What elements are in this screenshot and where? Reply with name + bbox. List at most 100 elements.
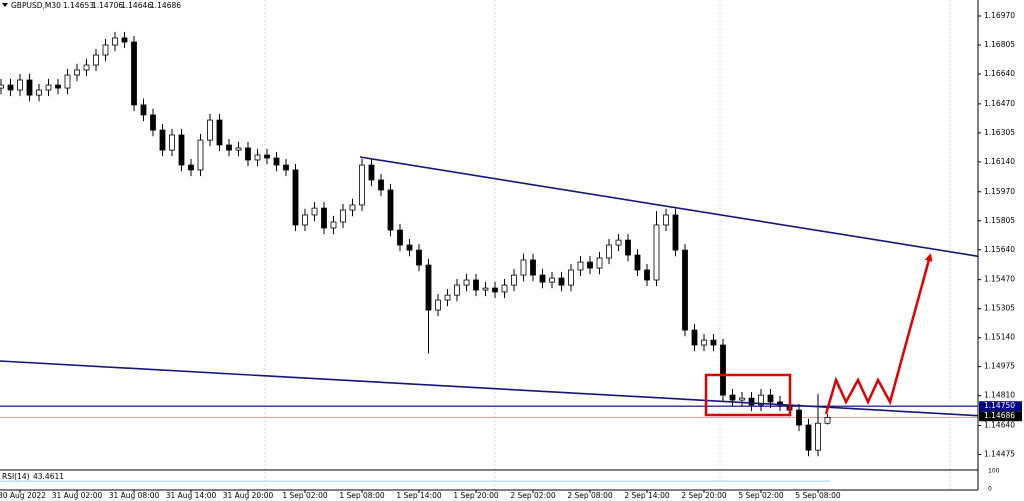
- candle-body: [102, 44, 109, 56]
- y-tick-label: 1.16805: [984, 40, 1015, 49]
- y-tick-label: 1.15970: [984, 187, 1015, 196]
- candle-body: [520, 259, 527, 276]
- candle-body: [311, 207, 318, 216]
- close-price: 1.14686: [150, 1, 181, 10]
- candle-body: [758, 394, 764, 406]
- candle-body: [36, 89, 42, 96]
- candle-body: [264, 154, 270, 159]
- open-price: 1.14653: [63, 1, 94, 10]
- candle-body: [150, 114, 156, 131]
- candle-body: [93, 54, 99, 66]
- candle-body: [292, 169, 299, 226]
- candle-body: [691, 329, 698, 346]
- symbol: GBPUSD,M30: [11, 1, 61, 10]
- candle-body: [824, 417, 831, 424]
- y-tick-label: 1.14810: [984, 391, 1015, 400]
- candle-body: [501, 284, 508, 293]
- candle-body: [197, 139, 204, 171]
- candle-body: [17, 79, 23, 91]
- projection-arrow: [824, 253, 933, 415]
- candle-body: [577, 261, 584, 271]
- x-tick-label: 31 Aug 20:00: [223, 491, 274, 500]
- candle-body: [596, 257, 603, 269]
- candle-body: [387, 189, 394, 231]
- candle-body: [815, 422, 821, 451]
- x-tick-label: 2 Sep 20:00: [681, 491, 727, 500]
- candle-body: [83, 64, 90, 71]
- candle-body: [710, 339, 717, 346]
- candle-body: [729, 394, 736, 401]
- highlight-box: [704, 373, 792, 417]
- candle-body: [349, 204, 356, 211]
- x-tick-label: 1 Sep 14:00: [396, 491, 442, 500]
- candle-body: [435, 299, 441, 311]
- rsi-tick-label: 100: [988, 468, 1000, 475]
- y-tick-label: 1.15805: [984, 216, 1015, 225]
- candle-body: [235, 147, 242, 151]
- x-tick-label: 2 Sep 02:00: [510, 491, 556, 500]
- high-price: 1.14706: [92, 1, 123, 10]
- candle-body: [7, 84, 14, 91]
- x-tick-label: 2 Sep 14:00: [624, 491, 670, 500]
- candle-body: [739, 397, 745, 401]
- candle-body: [672, 214, 679, 251]
- candle-body: [454, 284, 460, 296]
- y-tick-label: 1.14475: [984, 450, 1015, 459]
- candle-body: [283, 164, 289, 171]
- y-tick-label: 1.15140: [984, 333, 1015, 342]
- x-tick-label: 2 Sep 08:00: [567, 491, 613, 500]
- candle-body: [340, 209, 346, 223]
- candle-body: [207, 119, 213, 141]
- y-tick-label: 1.14640: [984, 421, 1015, 430]
- header: GBPUSD,M30 1.14653 1.14706 1.14646 1.146…: [2, 1, 181, 10]
- level-price-label: 1.14750: [984, 401, 1015, 410]
- current-price-label: 1.14686: [984, 411, 1015, 420]
- candle-body: [625, 239, 631, 256]
- y-tick-label: 1.15470: [984, 275, 1015, 284]
- candle-body: [425, 264, 432, 311]
- candle-body: [368, 164, 375, 181]
- candle-body: [216, 119, 223, 146]
- candle-body: [473, 279, 479, 291]
- x-tick-label: 5 Sep 08:00: [795, 491, 841, 500]
- y-tick-label: 1.16305: [984, 128, 1015, 137]
- candle-body: [321, 207, 327, 229]
- candle-body: [178, 134, 185, 166]
- x-tick-label: 5 Sep 02:00: [738, 491, 784, 500]
- candle-body: [568, 269, 574, 286]
- candle-body: [359, 164, 365, 206]
- vertical-grid: [264, 0, 951, 490]
- candle-body: [796, 409, 802, 426]
- candle-body: [330, 221, 337, 229]
- y-tick-label: 1.16640: [984, 69, 1015, 78]
- y-tick-label: 1.15640: [984, 245, 1015, 254]
- x-tick-label: 1 Sep 08:00: [339, 491, 385, 500]
- candle-body: [45, 84, 52, 91]
- candle-body: [169, 134, 175, 151]
- candle-body: [701, 339, 707, 346]
- candle-body: [615, 239, 622, 246]
- rsi-name: RSI(14): [2, 472, 30, 481]
- x-tick-label: 1 Sep 20:00: [453, 491, 499, 500]
- rsi-value: 43.4611: [33, 472, 64, 481]
- candle-body: [64, 74, 71, 89]
- candle-body: [463, 279, 470, 286]
- candle-body: [644, 269, 650, 281]
- candle-body: [131, 41, 137, 106]
- candle-body: [74, 69, 80, 76]
- candle-body: [444, 294, 451, 301]
- candle-body: [682, 249, 688, 331]
- plot-area: [0, 31, 978, 457]
- candle-body: [26, 79, 33, 96]
- candle-body: [378, 179, 384, 191]
- candle-body: [720, 344, 726, 396]
- candle-body: [549, 277, 555, 283]
- candle-body: [55, 84, 61, 89]
- current-price-box: [979, 411, 1022, 422]
- menu-icon: [2, 3, 8, 7]
- candle-body: [273, 157, 280, 166]
- candle-body: [416, 249, 422, 266]
- candle-body: [0, 84, 4, 89]
